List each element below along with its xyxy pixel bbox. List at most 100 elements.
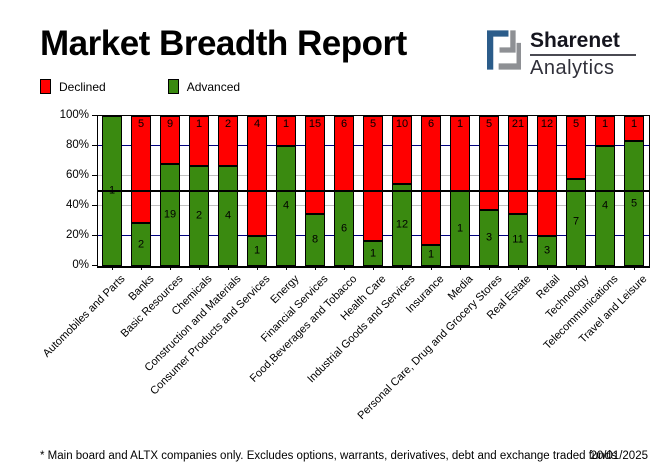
declined-count: 1	[630, 118, 638, 130]
x-tick	[256, 267, 258, 270]
advanced-segment: 5	[624, 141, 644, 266]
declined-count: 9	[166, 118, 174, 131]
declined-count: 1	[601, 118, 609, 130]
declined-count: 12	[540, 118, 554, 130]
y-tick	[92, 115, 97, 116]
x-tick	[430, 267, 432, 270]
declined-segment: 1	[624, 116, 644, 141]
y-tick	[92, 175, 97, 176]
advanced-count: 2	[195, 209, 203, 222]
declined-segment: 1	[276, 116, 296, 146]
bar-real-estate: 21 11	[508, 116, 528, 266]
declined-segment: 5	[363, 116, 383, 241]
advanced-count: 4	[282, 199, 290, 212]
x-tick	[575, 267, 577, 270]
advanced-count: 1	[427, 248, 435, 261]
declined-segment: 12	[537, 116, 557, 236]
y-label-40pct: 40%	[65, 199, 89, 211]
x-tick	[227, 267, 229, 270]
legend-label-declined: Declined	[59, 79, 106, 94]
declined-segment: 15	[305, 116, 325, 214]
y-label-20pct: 20%	[65, 229, 89, 241]
advanced-count: 11	[512, 233, 524, 246]
advanced-count: 7	[572, 215, 580, 228]
advanced-count: 4	[601, 199, 609, 212]
report-date: 20/01/2025	[590, 450, 648, 462]
advanced-segment: 7	[566, 178, 586, 266]
advanced-count: 6	[340, 222, 348, 234]
advanced-segment: 19	[160, 164, 180, 266]
logo-divider	[530, 54, 636, 57]
page-title: Market Breadth Report	[40, 24, 407, 63]
bar-slot: 9 19	[156, 116, 185, 266]
x-tick	[401, 267, 403, 270]
logo-name: Sharenet	[530, 29, 620, 52]
sharenet-logo: Sharenet Analytics	[487, 29, 636, 80]
declined-segment: 5	[131, 116, 151, 224]
advanced-count: 8	[311, 233, 319, 246]
y-tick	[92, 265, 97, 266]
declined-count: 1	[282, 118, 290, 130]
legend-label-advanced: Advanced	[186, 79, 241, 94]
advanced-segment: 1	[421, 244, 441, 266]
advanced-segment: 12	[392, 184, 412, 266]
advanced-count: 1	[253, 244, 261, 257]
bars-container: 1529191224411415866511012611153211112357…	[98, 116, 649, 266]
declined-segment: 5	[566, 116, 586, 179]
declined-count: 5	[369, 118, 377, 130]
bar-industrial-goods-and-services: 10 12	[392, 116, 412, 266]
x-tick	[140, 267, 142, 270]
y-label-80pct: 80%	[65, 139, 89, 151]
declined-segment: 10	[392, 116, 412, 185]
bar-basic-resources: 9 19	[160, 116, 180, 266]
declined-count: 6	[427, 118, 435, 131]
advanced-count: 4	[224, 209, 232, 222]
advanced-count: 1	[456, 222, 464, 234]
legend-item-advanced: Advanced	[167, 79, 241, 94]
x-tick	[372, 267, 374, 270]
declined-count: 10	[395, 118, 409, 131]
advanced-segment: 1	[247, 236, 267, 266]
legend-item-declined: Declined	[40, 79, 106, 94]
x-tick	[198, 267, 200, 270]
advanced-count: 1	[369, 247, 377, 259]
advanced-segment: 6	[334, 191, 354, 266]
advanced-segment: 2	[189, 166, 209, 266]
declined-count: 5	[137, 118, 145, 131]
advanced-segment: 11	[508, 214, 528, 266]
declined-count: 4	[253, 118, 261, 130]
advanced-segment: 3	[537, 236, 557, 266]
advanced-segment: 4	[218, 166, 238, 266]
advanced-count: 2	[137, 238, 145, 251]
declined-count: 21	[511, 118, 525, 130]
logo-subtitle: Analytics	[530, 57, 615, 80]
bar-slot: 12 3	[533, 116, 562, 266]
logo-text: Sharenet Analytics	[530, 29, 636, 80]
advanced-segment: 8	[305, 213, 325, 266]
footnote: * Main board and ALTX companies only. Ex…	[40, 450, 617, 462]
x-tick	[488, 267, 490, 270]
declined-count: 15	[308, 118, 322, 131]
advanced-count: 3	[543, 244, 551, 257]
advanced-segment: 3	[479, 209, 499, 266]
y-label-100pct: 100%	[59, 109, 89, 121]
declined-segment: 9	[160, 116, 180, 165]
advanced-segment: 1	[450, 191, 470, 266]
x-tick	[343, 267, 345, 270]
x-tick	[111, 267, 113, 270]
declined-segment: 5	[479, 116, 499, 210]
declined-segment: 2	[218, 116, 238, 166]
advanced-count: 12	[395, 218, 409, 231]
